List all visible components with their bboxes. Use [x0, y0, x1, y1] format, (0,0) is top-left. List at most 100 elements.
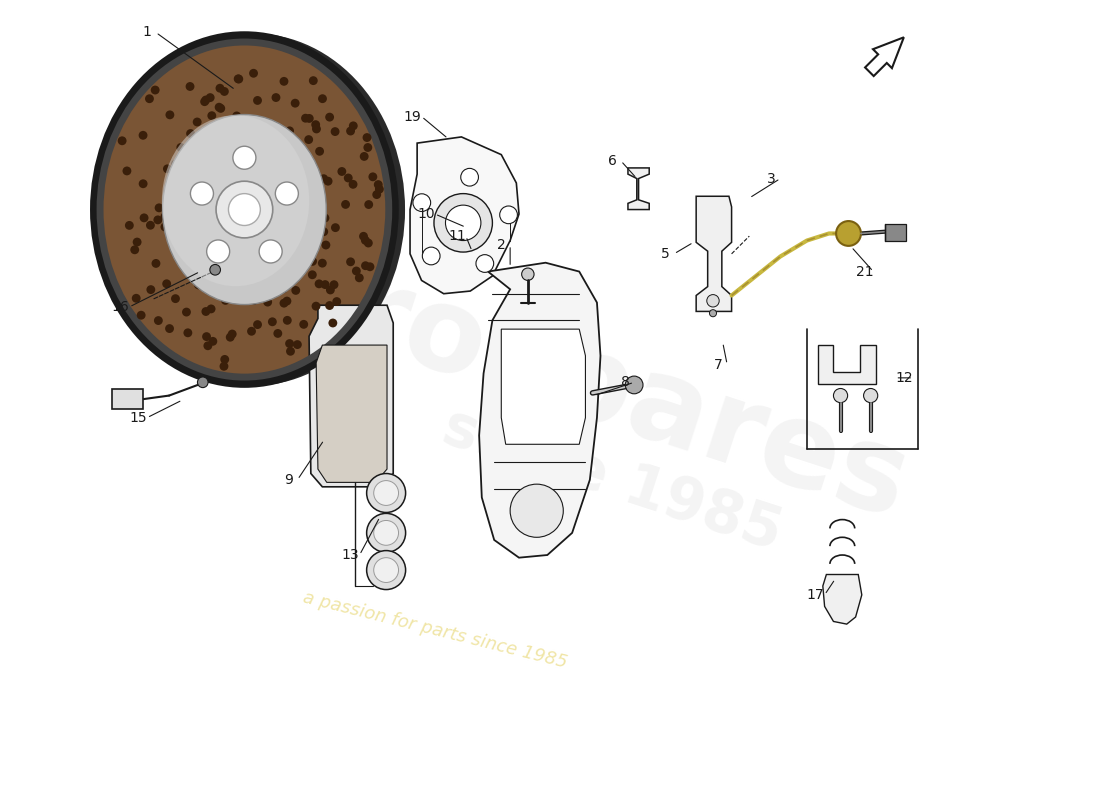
Circle shape: [279, 298, 288, 307]
Circle shape: [338, 167, 346, 176]
Circle shape: [220, 87, 229, 96]
Circle shape: [184, 328, 192, 338]
Circle shape: [202, 332, 211, 341]
Circle shape: [372, 190, 382, 199]
Circle shape: [204, 342, 212, 350]
Circle shape: [285, 339, 294, 348]
Circle shape: [422, 247, 440, 265]
Circle shape: [260, 240, 283, 263]
Circle shape: [220, 355, 229, 364]
Circle shape: [192, 118, 201, 126]
Circle shape: [309, 76, 318, 85]
Circle shape: [207, 137, 216, 146]
Circle shape: [286, 347, 295, 356]
Circle shape: [195, 141, 204, 150]
Circle shape: [836, 221, 861, 246]
Circle shape: [207, 305, 216, 314]
Circle shape: [194, 281, 202, 290]
Circle shape: [216, 84, 224, 93]
Circle shape: [118, 136, 127, 146]
Circle shape: [176, 158, 185, 166]
Text: 8: 8: [620, 375, 629, 390]
Circle shape: [331, 223, 340, 232]
Circle shape: [366, 550, 406, 590]
Circle shape: [326, 286, 334, 294]
Circle shape: [311, 302, 320, 310]
Circle shape: [272, 93, 280, 102]
Circle shape: [130, 246, 140, 254]
Circle shape: [161, 222, 169, 231]
Circle shape: [263, 298, 272, 306]
Circle shape: [307, 238, 316, 246]
Circle shape: [319, 227, 328, 236]
Circle shape: [329, 318, 338, 327]
Circle shape: [368, 172, 377, 182]
Circle shape: [330, 280, 339, 289]
Circle shape: [321, 280, 330, 289]
Circle shape: [139, 131, 147, 140]
Circle shape: [249, 69, 258, 78]
Circle shape: [279, 77, 288, 86]
Circle shape: [233, 146, 256, 170]
Circle shape: [318, 94, 327, 103]
Circle shape: [186, 82, 195, 91]
Circle shape: [251, 294, 260, 303]
Circle shape: [476, 254, 494, 272]
Circle shape: [364, 200, 373, 209]
Circle shape: [208, 337, 218, 346]
Circle shape: [183, 241, 191, 250]
Circle shape: [312, 125, 321, 134]
Circle shape: [510, 484, 563, 538]
Circle shape: [248, 327, 256, 336]
Circle shape: [293, 340, 301, 349]
Circle shape: [323, 177, 332, 186]
Circle shape: [232, 111, 241, 120]
Circle shape: [221, 121, 230, 130]
Circle shape: [190, 261, 199, 270]
Circle shape: [234, 74, 243, 83]
Circle shape: [268, 318, 277, 326]
Circle shape: [249, 283, 257, 292]
Circle shape: [366, 474, 406, 513]
Circle shape: [207, 240, 230, 263]
Circle shape: [170, 294, 180, 303]
Circle shape: [355, 274, 364, 282]
Circle shape: [304, 190, 313, 199]
Text: 6: 6: [607, 154, 616, 168]
Polygon shape: [817, 345, 876, 384]
Text: 15: 15: [130, 410, 147, 425]
Circle shape: [301, 114, 310, 122]
Circle shape: [122, 166, 131, 175]
Circle shape: [228, 330, 236, 338]
Circle shape: [319, 174, 328, 183]
Polygon shape: [502, 329, 585, 444]
Circle shape: [374, 481, 398, 506]
Circle shape: [374, 558, 398, 582]
Text: 10: 10: [417, 207, 434, 221]
Circle shape: [208, 111, 217, 120]
Ellipse shape: [162, 115, 309, 286]
Circle shape: [332, 297, 341, 306]
Circle shape: [145, 94, 154, 103]
Circle shape: [282, 134, 290, 142]
Text: 9: 9: [284, 473, 293, 486]
Circle shape: [366, 514, 406, 552]
Polygon shape: [316, 345, 387, 482]
Circle shape: [182, 308, 191, 317]
Text: 2: 2: [497, 238, 506, 252]
Circle shape: [146, 221, 155, 230]
Circle shape: [216, 182, 273, 238]
Text: eurospares: eurospares: [177, 203, 923, 543]
Circle shape: [344, 174, 353, 182]
FancyBboxPatch shape: [884, 224, 906, 242]
Circle shape: [201, 307, 210, 316]
Circle shape: [234, 74, 243, 83]
Circle shape: [226, 131, 234, 140]
Circle shape: [326, 301, 334, 310]
Circle shape: [190, 182, 213, 205]
Circle shape: [220, 362, 229, 370]
Text: 11: 11: [448, 229, 466, 243]
Circle shape: [217, 129, 226, 138]
Circle shape: [226, 333, 234, 342]
Circle shape: [194, 275, 202, 284]
